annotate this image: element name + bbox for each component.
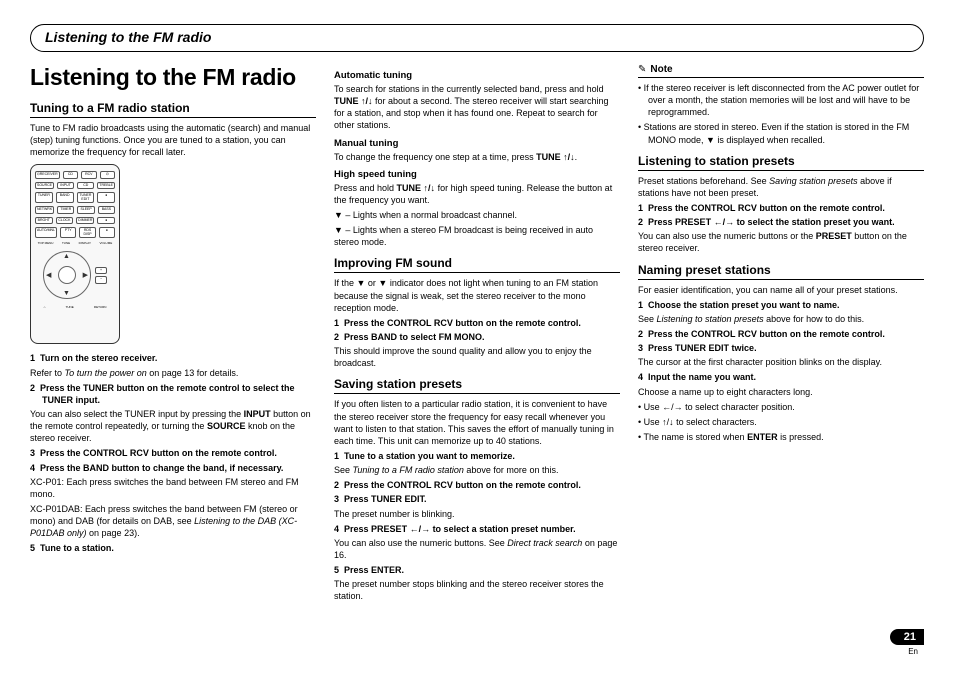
lis-step-2: 2 Press PRESET ←/→ to select the station… xyxy=(638,216,924,228)
note-icon: ✎ xyxy=(638,64,646,75)
note-header: ✎ Note xyxy=(638,64,924,78)
note-label: Note xyxy=(650,64,672,75)
manual-text: To change the frequency one step at a ti… xyxy=(334,151,620,163)
nam-b2: Use ↑/↓ to select characters. xyxy=(638,416,924,428)
page-lang: En xyxy=(890,647,924,656)
step-1: 1 Turn on the stereo receiver. xyxy=(30,352,316,364)
note-bullets: If the stereo receiver is left disconnec… xyxy=(638,82,924,146)
heading-listening: Listening to station presets xyxy=(638,154,924,171)
nam-step-2: 2 Press the CONTROL RCV button on the re… xyxy=(638,328,924,340)
nam-step-1-ref: See Listening to station presets above f… xyxy=(638,313,924,325)
nam-step-1: 1 Choose the station preset you want to … xyxy=(638,299,924,311)
step-1-ref: Refer to To turn the power on on page 13… xyxy=(30,367,316,379)
column-3: ✎ Note If the stereo receiver is left di… xyxy=(638,64,924,606)
sav-step-1-ref: See Tuning to a FM radio station above f… xyxy=(334,464,620,476)
light-2: ▼ – Lights when a stereo FM broadcast is… xyxy=(334,224,620,248)
auto-text: To search for stations in the currently … xyxy=(334,83,620,132)
section-header-text: Listening to the FM radio xyxy=(45,29,211,45)
section-header: Listening to the FM radio xyxy=(30,24,924,52)
heading-naming: Naming preset stations xyxy=(638,263,924,280)
page-title: Listening to the FM radio xyxy=(30,64,316,91)
light-1: ▼ – Lights when a normal broadcast chann… xyxy=(334,209,620,221)
sav-step-5: 5 Press ENTER. xyxy=(334,564,620,576)
sav-step-3-note: The preset number is blinking. xyxy=(334,508,620,520)
sav-step-1: 1 Tune to a station you want to memorize… xyxy=(334,450,620,462)
step-2-note: You can also select the TUNER input by p… xyxy=(30,408,316,444)
sav-step-2: 2 Press the CONTROL RCV button on the re… xyxy=(334,479,620,491)
step-5: 5 Tune to a station. xyxy=(30,542,316,554)
step-3: 3 Press the CONTROL RCV button on the re… xyxy=(30,447,316,459)
sav-step-3: 3 Press TUNER EDIT. xyxy=(334,493,620,505)
manual-heading: Manual tuning xyxy=(334,138,620,149)
nam-step-4: 4 Input the name you want. xyxy=(638,371,924,383)
column-2: Automatic tuning To search for stations … xyxy=(334,64,620,606)
high-text: Press and hold TUNE ↑/↓ for high speed t… xyxy=(334,182,620,206)
nam-step-3-note: The cursor at the first character positi… xyxy=(638,356,924,368)
tuning-intro: Tune to FM radio broadcasts using the au… xyxy=(30,122,316,158)
naming-bullets: Use ←/→ to select character position. Us… xyxy=(638,401,924,443)
auto-heading: Automatic tuning xyxy=(334,70,620,81)
sav-step-4: 4 Press PRESET ←/→ to select a station p… xyxy=(334,523,620,535)
step-4: 4 Press the BAND button to change the ba… xyxy=(30,462,316,474)
tuned-icon: ▼ xyxy=(334,209,343,221)
saving-intro: If you often listen to a particular radi… xyxy=(334,398,620,447)
saving-outro: The preset number stops blinking and the… xyxy=(334,578,620,602)
note-b2: Stations are stored in stereo. Even if t… xyxy=(638,121,924,145)
listening-intro: Preset stations beforehand. See Saving s… xyxy=(638,175,924,199)
lis-step-1: 1 Press the CONTROL RCV button on the re… xyxy=(638,202,924,214)
page-number: 21 xyxy=(890,629,924,645)
step-4-note2: XC-P01DAB: Each press switches the band … xyxy=(30,503,316,539)
step-4-note1: XC-P01: Each press switches the band bet… xyxy=(30,476,316,500)
naming-intro: For easier identification, you can name … xyxy=(638,284,924,296)
nam-b3: The name is stored when ENTER is pressed… xyxy=(638,431,924,443)
nam-step-3: 3 Press TUNER EDIT twice. xyxy=(638,342,924,354)
nam-b1: Use ←/→ to select character position. xyxy=(638,401,924,413)
content-columns: Listening to the FM radio Tuning to a FM… xyxy=(30,64,924,606)
improving-outro: This should improve the sound quality an… xyxy=(334,345,620,369)
high-heading: High speed tuning xyxy=(334,169,620,180)
sav-step-4-note: You can also use the numeric buttons. Se… xyxy=(334,537,620,561)
improving-intro: If the ▼ or ▼ indicator does not light w… xyxy=(334,277,620,313)
imp-step-2: 2 Press BAND to select FM MONO. xyxy=(334,331,620,343)
heading-improving: Improving FM sound xyxy=(334,256,620,273)
step-2: 2 Press the TUNER button on the remote c… xyxy=(30,382,316,406)
column-1: Listening to the FM radio Tuning to a FM… xyxy=(30,64,316,606)
imp-step-1: 1 Press the CONTROL RCV button on the re… xyxy=(334,317,620,329)
listening-outro: You can also use the numeric buttons or … xyxy=(638,230,924,254)
heading-tuning: Tuning to a FM radio station xyxy=(30,101,316,118)
heading-saving: Saving station presets xyxy=(334,377,620,394)
nam-step-4-intro: Choose a name up to eight characters lon… xyxy=(638,386,924,398)
stereo-icon: ▼ xyxy=(334,224,343,236)
remote-illustration: ⏻RECEIVERCDRCV⏻ SOURCEINPUTCDTREBLE TUNE… xyxy=(30,164,120,344)
page-badge: 21 En xyxy=(890,627,924,656)
note-b1: If the stereo receiver is left disconnec… xyxy=(638,82,924,118)
